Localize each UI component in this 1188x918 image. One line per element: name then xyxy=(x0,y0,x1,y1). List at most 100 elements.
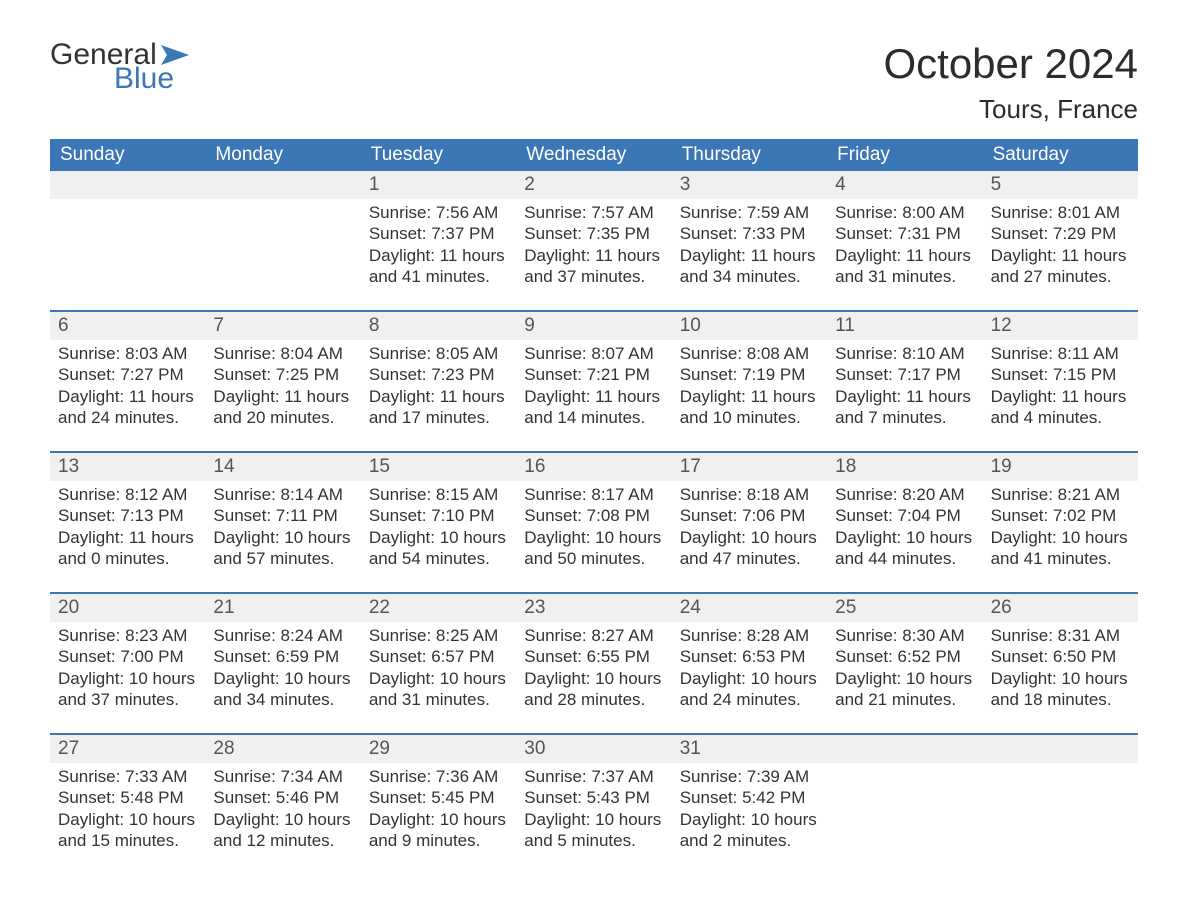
day-daylight_a: Daylight: 10 hours xyxy=(991,527,1130,548)
day-daylight_a: Daylight: 10 hours xyxy=(835,668,974,689)
day-body: Sunrise: 8:28 AMSunset: 6:53 PMDaylight:… xyxy=(672,622,827,713)
day-sunrise: Sunrise: 8:31 AM xyxy=(991,625,1130,646)
day-sunrise: Sunrise: 7:36 AM xyxy=(369,766,508,787)
day-body: Sunrise: 8:31 AMSunset: 6:50 PMDaylight:… xyxy=(983,622,1138,713)
day-sunrise: Sunrise: 8:10 AM xyxy=(835,343,974,364)
day-number: 28 xyxy=(205,735,360,763)
calendar-day: 3Sunrise: 7:59 AMSunset: 7:33 PMDaylight… xyxy=(672,171,827,290)
day-daylight_b: and 31 minutes. xyxy=(369,689,508,710)
day-daylight_a: Daylight: 11 hours xyxy=(524,386,663,407)
calendar-day: 22Sunrise: 8:25 AMSunset: 6:57 PMDayligh… xyxy=(361,594,516,713)
day-sunset: Sunset: 7:29 PM xyxy=(991,223,1130,244)
day-daylight_a: Daylight: 11 hours xyxy=(680,245,819,266)
day-sunrise: Sunrise: 8:24 AM xyxy=(213,625,352,646)
day-sunrise: Sunrise: 8:30 AM xyxy=(835,625,974,646)
day-sunset: Sunset: 7:08 PM xyxy=(524,505,663,526)
day-number: 29 xyxy=(361,735,516,763)
day-daylight_b: and 10 minutes. xyxy=(680,407,819,428)
day-daylight_b: and 20 minutes. xyxy=(213,407,352,428)
day-daylight_b: and 21 minutes. xyxy=(835,689,974,710)
day-daylight_b: and 17 minutes. xyxy=(369,407,508,428)
day-sunset: Sunset: 5:42 PM xyxy=(680,787,819,808)
day-sunrise: Sunrise: 8:20 AM xyxy=(835,484,974,505)
day-daylight_b: and 31 minutes. xyxy=(835,266,974,287)
day-daylight_a: Daylight: 11 hours xyxy=(680,386,819,407)
day-number: 4 xyxy=(827,171,982,199)
day-body: Sunrise: 7:57 AMSunset: 7:35 PMDaylight:… xyxy=(516,199,671,290)
day-number: 10 xyxy=(672,312,827,340)
day-daylight_b: and 24 minutes. xyxy=(58,407,197,428)
day-number: 5 xyxy=(983,171,1138,199)
dow-sunday: Sunday xyxy=(50,139,205,171)
calendar-day: 23Sunrise: 8:27 AMSunset: 6:55 PMDayligh… xyxy=(516,594,671,713)
day-sunrise: Sunrise: 8:25 AM xyxy=(369,625,508,646)
day-daylight_b: and 41 minutes. xyxy=(369,266,508,287)
day-number: 2 xyxy=(516,171,671,199)
day-number xyxy=(205,171,360,199)
day-body: Sunrise: 8:03 AMSunset: 7:27 PMDaylight:… xyxy=(50,340,205,431)
page-title: October 2024 xyxy=(883,40,1138,88)
brand-logo: General Blue xyxy=(50,40,189,94)
day-daylight_a: Daylight: 10 hours xyxy=(991,668,1130,689)
day-sunrise: Sunrise: 8:08 AM xyxy=(680,343,819,364)
day-daylight_a: Daylight: 11 hours xyxy=(58,386,197,407)
day-daylight_a: Daylight: 11 hours xyxy=(991,386,1130,407)
day-daylight_b: and 28 minutes. xyxy=(524,689,663,710)
calendar-day: 14Sunrise: 8:14 AMSunset: 7:11 PMDayligh… xyxy=(205,453,360,572)
day-sunset: Sunset: 7:15 PM xyxy=(991,364,1130,385)
day-sunset: Sunset: 7:17 PM xyxy=(835,364,974,385)
day-body: Sunrise: 7:37 AMSunset: 5:43 PMDaylight:… xyxy=(516,763,671,854)
day-body: Sunrise: 8:24 AMSunset: 6:59 PMDaylight:… xyxy=(205,622,360,713)
day-body: Sunrise: 8:18 AMSunset: 7:06 PMDaylight:… xyxy=(672,481,827,572)
day-sunrise: Sunrise: 8:14 AM xyxy=(213,484,352,505)
day-number: 7 xyxy=(205,312,360,340)
day-sunset: Sunset: 6:55 PM xyxy=(524,646,663,667)
calendar-day: 2Sunrise: 7:57 AMSunset: 7:35 PMDaylight… xyxy=(516,171,671,290)
day-number: 14 xyxy=(205,453,360,481)
day-body: Sunrise: 8:05 AMSunset: 7:23 PMDaylight:… xyxy=(361,340,516,431)
calendar-day: 20Sunrise: 8:23 AMSunset: 7:00 PMDayligh… xyxy=(50,594,205,713)
calendar-day: 1Sunrise: 7:56 AMSunset: 7:37 PMDaylight… xyxy=(361,171,516,290)
day-number: 18 xyxy=(827,453,982,481)
dow-monday: Monday xyxy=(205,139,360,171)
day-sunrise: Sunrise: 8:28 AM xyxy=(680,625,819,646)
day-daylight_a: Daylight: 10 hours xyxy=(58,809,197,830)
day-sunrise: Sunrise: 8:12 AM xyxy=(58,484,197,505)
day-sunset: Sunset: 5:46 PM xyxy=(213,787,352,808)
day-number: 21 xyxy=(205,594,360,622)
day-daylight_b: and 0 minutes. xyxy=(58,548,197,569)
calendar-day: 8Sunrise: 8:05 AMSunset: 7:23 PMDaylight… xyxy=(361,312,516,431)
day-number: 13 xyxy=(50,453,205,481)
day-daylight_b: and 24 minutes. xyxy=(680,689,819,710)
day-number: 9 xyxy=(516,312,671,340)
calendar-day: 9Sunrise: 8:07 AMSunset: 7:21 PMDaylight… xyxy=(516,312,671,431)
day-number: 16 xyxy=(516,453,671,481)
day-number: 11 xyxy=(827,312,982,340)
day-of-week-header: Sunday Monday Tuesday Wednesday Thursday… xyxy=(50,139,1138,171)
day-sunset: Sunset: 7:00 PM xyxy=(58,646,197,667)
day-daylight_a: Daylight: 10 hours xyxy=(369,809,508,830)
calendar-week: 27Sunrise: 7:33 AMSunset: 5:48 PMDayligh… xyxy=(50,733,1138,854)
day-sunset: Sunset: 7:33 PM xyxy=(680,223,819,244)
day-sunrise: Sunrise: 8:17 AM xyxy=(524,484,663,505)
day-body: Sunrise: 8:04 AMSunset: 7:25 PMDaylight:… xyxy=(205,340,360,431)
day-daylight_b: and 54 minutes. xyxy=(369,548,508,569)
calendar-day: 15Sunrise: 8:15 AMSunset: 7:10 PMDayligh… xyxy=(361,453,516,572)
day-number: 8 xyxy=(361,312,516,340)
day-daylight_a: Daylight: 11 hours xyxy=(369,386,508,407)
calendar-day: 30Sunrise: 7:37 AMSunset: 5:43 PMDayligh… xyxy=(516,735,671,854)
day-sunset: Sunset: 7:21 PM xyxy=(524,364,663,385)
day-number: 24 xyxy=(672,594,827,622)
calendar-day: 31Sunrise: 7:39 AMSunset: 5:42 PMDayligh… xyxy=(672,735,827,854)
day-daylight_b: and 27 minutes. xyxy=(991,266,1130,287)
day-body: Sunrise: 8:21 AMSunset: 7:02 PMDaylight:… xyxy=(983,481,1138,572)
dow-thursday: Thursday xyxy=(672,139,827,171)
day-body: Sunrise: 7:39 AMSunset: 5:42 PMDaylight:… xyxy=(672,763,827,854)
day-body: Sunrise: 7:59 AMSunset: 7:33 PMDaylight:… xyxy=(672,199,827,290)
day-sunset: Sunset: 7:11 PM xyxy=(213,505,352,526)
day-daylight_a: Daylight: 11 hours xyxy=(213,386,352,407)
day-daylight_a: Daylight: 10 hours xyxy=(369,668,508,689)
day-sunset: Sunset: 5:48 PM xyxy=(58,787,197,808)
day-daylight_a: Daylight: 10 hours xyxy=(58,668,197,689)
day-sunrise: Sunrise: 8:23 AM xyxy=(58,625,197,646)
